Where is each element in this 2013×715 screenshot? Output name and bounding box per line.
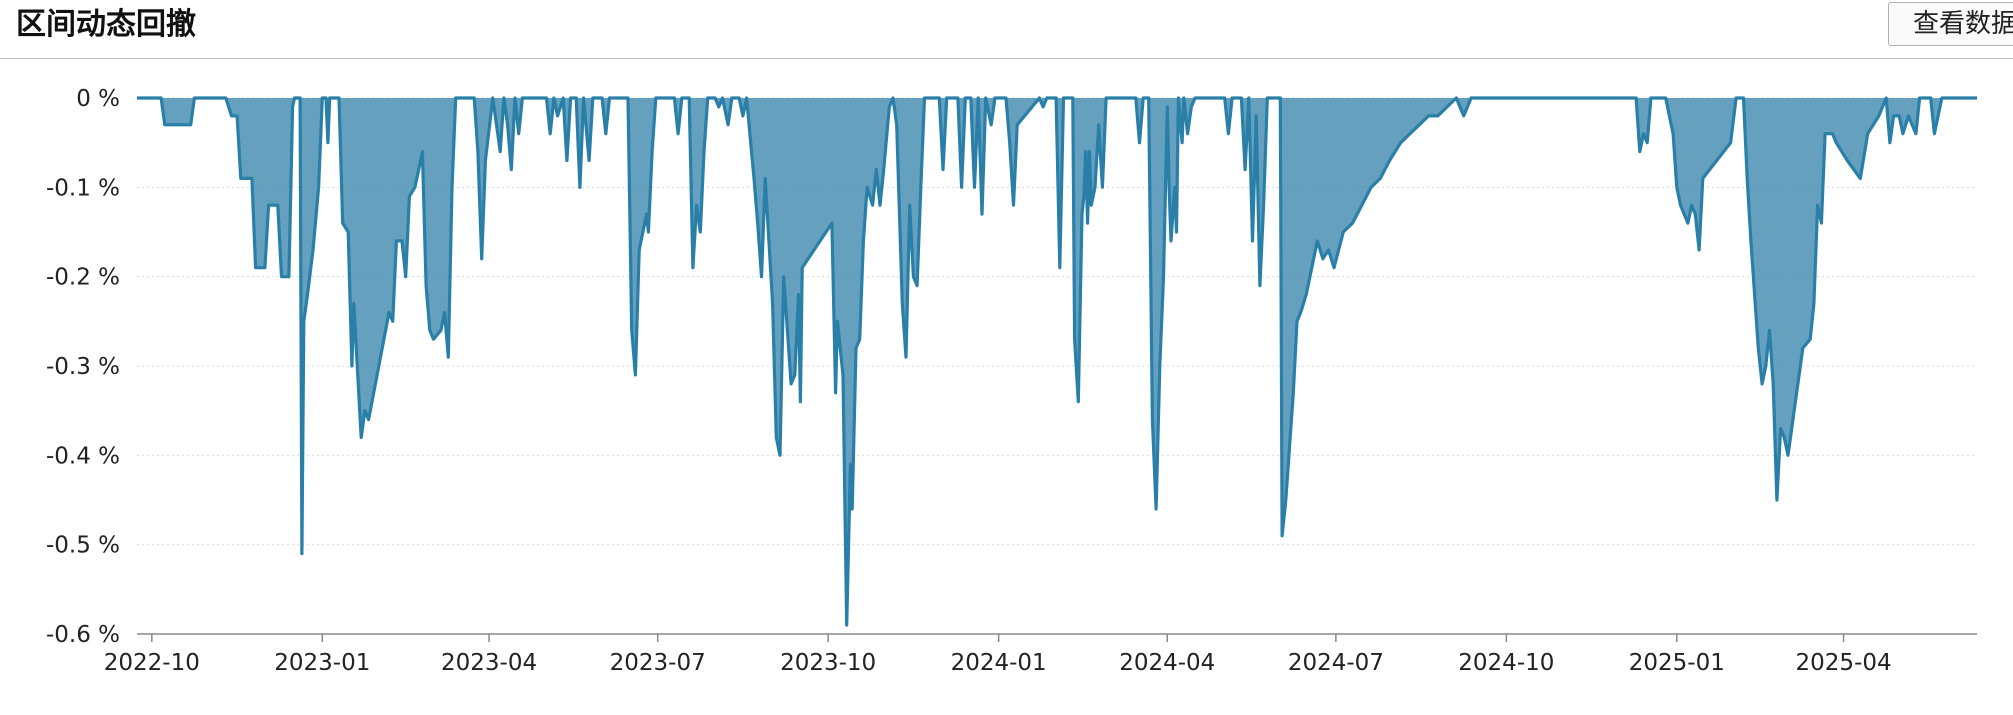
x-tick-label: 2025-01 <box>1629 650 1725 676</box>
drawdown-line <box>137 96 1977 627</box>
x-tick-label: 2023-10 <box>780 650 876 676</box>
x-tick-label: 2023-04 <box>441 650 537 676</box>
y-tick-label: -0.6 % <box>46 622 120 648</box>
y-tick-label: -0.4 % <box>46 443 120 469</box>
y-tick-label: -0.2 % <box>46 265 120 291</box>
x-tick-label: 2023-07 <box>610 650 706 676</box>
drawdown-area-fill <box>137 98 1977 626</box>
y-tick-label: 0 % <box>76 86 120 112</box>
drawdown-chart: 0 %-0.1 %-0.2 %-0.3 %-0.4 %-0.5 %-0.6 % … <box>46 86 1977 676</box>
page-title: 区间动态回撤 <box>16 7 196 42</box>
y-tick-label: -0.5 % <box>46 533 120 559</box>
drawdown-area <box>137 96 1977 627</box>
x-tick-label: 2022-10 <box>104 650 200 676</box>
x-tick-label: 2024-04 <box>1119 650 1215 676</box>
x-tick-label: 2024-07 <box>1288 650 1384 676</box>
y-axis-ticks: 0 % -0.1 % -0.2 % -0.3 % -0.4 % -0.5 % -0.6 % <box>46 86 120 648</box>
y-tick-label: -0.1 % <box>46 175 120 201</box>
header-bar: 区间动态回撤 查看数据 <box>0 0 2013 59</box>
x-axis-ticks: 2022-10 2023-01 2023-04 2023-07 2023-10 2024-… <box>104 634 1892 676</box>
x-tick-label: 2024-01 <box>951 650 1047 676</box>
x-tick-label: 2025-04 <box>1796 650 1892 676</box>
x-tick-label: 2024-10 <box>1458 650 1554 676</box>
view-data-button[interactable]: 查看数据 <box>1888 2 2013 46</box>
x-tick-label: 2023-01 <box>274 650 370 676</box>
y-tick-label: -0.3 % <box>46 354 120 380</box>
